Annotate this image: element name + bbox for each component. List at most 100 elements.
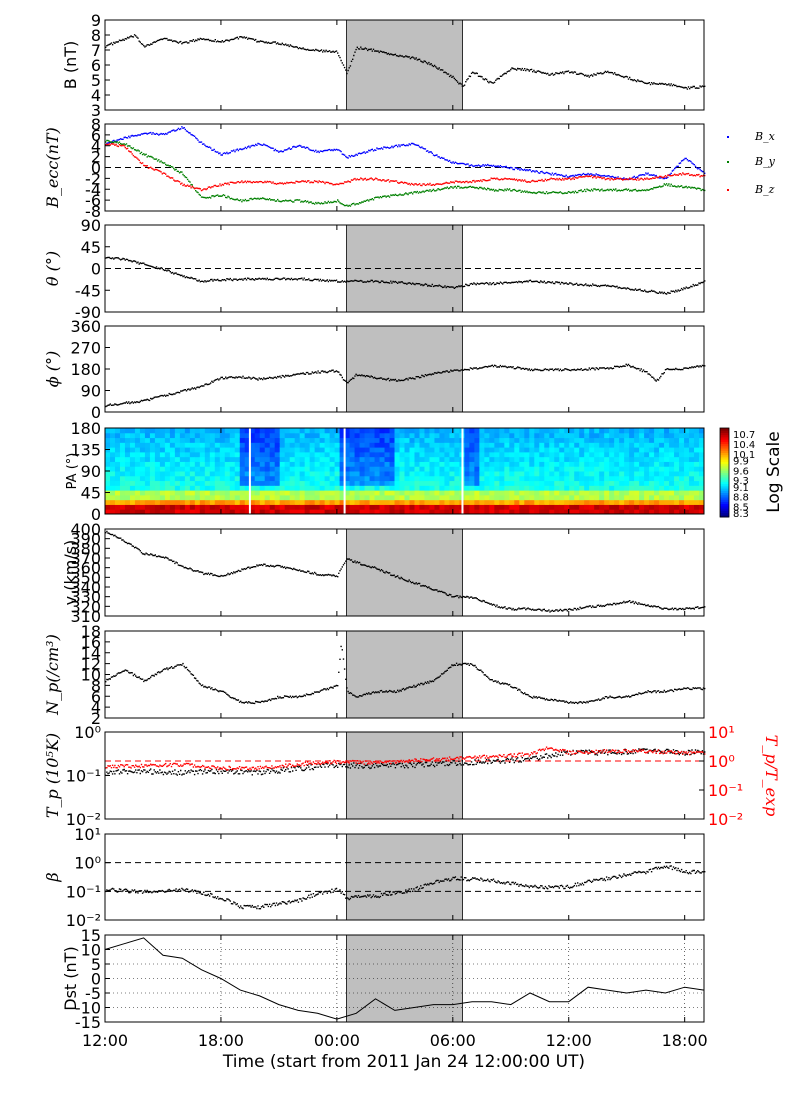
heatmap-cell [209,480,216,486]
heatmap-cell [564,499,570,505]
heatmap-cell [619,466,625,472]
heatmap-cell [609,437,615,443]
heatmap-cell [144,499,151,505]
colorbar-segment [720,499,729,502]
heatmap-cell [474,490,480,496]
y-tick-label-right: 10⁻¹ [708,781,743,800]
heatmap-cell [624,475,630,482]
heatmap-cell [109,480,116,486]
heatmap-cell [649,490,655,496]
heatmap-cell [444,428,450,434]
heatmap-cell [259,466,266,472]
heatmap-cell [574,494,580,501]
heatmap-cell [324,504,331,510]
heatmap-cell [159,504,166,510]
heatmap-cell [349,490,356,496]
heatmap-cell [224,451,231,458]
heatmap-cell [369,447,376,453]
heatmap-cell [364,475,371,482]
heatmap-cell [374,466,381,472]
heatmap-cell [524,461,530,467]
heatmap-cell [579,442,585,448]
heatmap-cell [379,437,386,443]
heatmap-cell [609,480,615,486]
heatmap-cell [594,499,600,505]
heatmap-cell [389,509,396,515]
heatmap-cell [484,504,490,510]
heatmap-cell [379,466,386,472]
heatmap-cell [424,480,430,486]
heatmap-cell [194,437,201,443]
heatmap-cell [564,442,570,448]
colorbar-segment [720,434,729,438]
heatmap-cell [119,442,126,448]
heatmap-cell [669,437,675,443]
heatmap-cell [429,471,435,477]
heatmap-cell [309,494,316,501]
heatmap-cell [609,504,615,510]
heatmap-cell [404,428,410,434]
x-tick-label: 12:00 [546,1031,592,1050]
heatmap-cell [639,466,645,472]
heatmap-cell [614,437,620,443]
heatmap-cell [319,475,326,482]
heatmap-cell [114,504,121,510]
heatmap-cell [289,471,296,477]
heatmap-cell [509,504,515,510]
heatmap-cell [329,485,336,491]
heatmap-cell [274,490,281,496]
heatmap-cell [419,432,425,439]
colorbar-segment [720,479,729,482]
heatmap-cell [674,509,680,515]
heatmap-cell [619,461,625,467]
heatmap-cell [599,471,605,477]
heatmap-cell [414,437,420,443]
heatmap-cell [604,504,610,510]
heatmap-cell [334,490,341,496]
heatmap-cell [159,471,166,477]
heatmap-cell [454,509,460,515]
heatmap-cell [184,480,191,486]
heatmap-cell [169,490,176,496]
heatmap-cell [579,480,585,486]
heatmap-cell [394,447,401,453]
heatmap-cell [234,485,241,491]
heatmap-cell [114,437,121,443]
heatmap-cell [224,499,231,505]
heatmap-cell [599,475,605,482]
heatmap-cell [214,461,221,467]
heatmap-cell [679,428,685,434]
heatmap-cell [659,509,665,515]
heatmap-cell [569,442,575,448]
heatmap-cell [119,466,126,472]
heatmap-cell [329,504,336,510]
heatmap-cell [444,447,450,453]
heatmap-cell [584,509,590,515]
heatmap-cell [129,447,136,453]
heatmap-cell [489,509,495,515]
heatmap-cell [539,494,545,501]
heatmap-cell [429,475,435,482]
heatmap-cell [649,480,655,486]
heatmap-cell [524,485,530,491]
heatmap-cell [409,428,415,434]
heatmap-cell [174,480,181,486]
heatmap-cell [634,475,640,482]
heatmap-cell [419,499,425,505]
heatmap-cell [609,475,615,482]
heatmap-cell [494,490,500,496]
heatmap-cell [119,475,126,482]
heatmap-cell [369,494,376,501]
heatmap-cell [589,447,595,453]
heatmap-cell [194,504,201,510]
heatmap-cell [584,461,590,467]
heatmap-cell [244,480,251,486]
heatmap-cell [649,437,655,443]
colorbar-segment [720,510,729,514]
heatmap-cell [419,461,425,467]
heatmap-cell [264,509,271,515]
heatmap-cell [234,432,241,439]
heatmap-cell [494,504,500,510]
heatmap-cell [584,447,590,453]
heatmap-cell [344,499,351,505]
